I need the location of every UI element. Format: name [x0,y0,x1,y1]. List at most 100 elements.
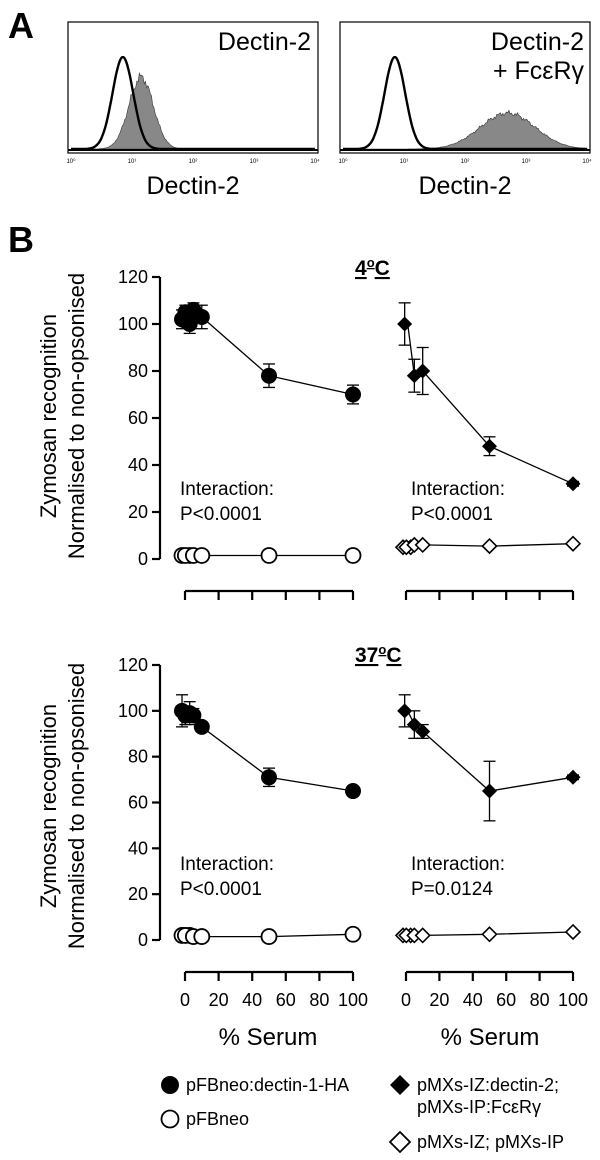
x-axis-tick-label: 0 [401,990,411,1010]
histogram-decade-tick-label: 10³ [250,159,259,165]
histogram-title-line-1: Dectin-2 [218,28,311,56]
legend-label-dectin-1: pFBneo:dectin-1-HA [186,1075,349,1095]
plot-dectin-1-4c [173,301,362,600]
y-axis-tick-label: 20 [128,884,148,904]
x-axis-tick-label: 80 [530,990,550,1010]
y-axis-title-line-2-bottom: Normalised to non-opsonised [64,663,89,949]
series-line [407,323,574,485]
x-tick-labels: 0 20 40 60 80 100 0 20 40 60 80 100 [180,990,588,1010]
legend-open-diamond-marker [388,1130,412,1154]
panel-b-letter: B [8,219,34,260]
data-point-filled-diamond [482,438,497,454]
data-point-open-circle [344,547,362,564]
legend-label-pfbneo: pFBneo [186,1109,249,1129]
y-axis-tick-label: 0 [138,549,148,569]
x-axis-tick-label: 60 [496,990,516,1010]
histogram-title-line-1: Dectin-2 [491,28,584,56]
data-point-open-diamond [414,536,431,554]
y-axis-tick-label: 120 [118,267,148,287]
data-point-filled-diamond [397,316,413,332]
y-axis-tick-label: 40 [128,838,148,858]
temperature-label-4c: 4oC [355,255,390,280]
interaction-label-top-right: Interaction: [411,479,505,500]
x-axis-tick-label: 60 [276,990,296,1010]
x-axis-tick-label: 100 [338,990,368,1010]
histogram-frame [339,21,591,154]
y-axis-title-line-1-top: Zymosan recognition [36,314,61,518]
legend: pFBneo:dectin-1-HA pFBneo pMXs-IZ:dectin… [160,1075,564,1154]
plot-dectin-2-4c [394,302,582,600]
y-axis-title-line-1-bottom: Zymosan recognition [36,704,61,908]
data-point-open-circle [193,547,211,564]
x-axis-tick-label: 0 [180,990,190,1010]
histogram-decade-tick-label: 10⁴ [310,158,320,165]
x-axis-tick-label: 40 [463,990,483,1010]
y-axis-tick-label: 120 [118,655,148,675]
y-axis-tick-label: 100 [118,314,148,334]
data-point-open-circle [260,928,278,945]
degree-sign: o [367,255,375,270]
interaction-p-top-left: P<0.0001 [180,504,262,525]
data-point-open-diamond [481,926,498,943]
data-point-filled-circle [345,386,361,403]
legend-label-dectin-2-line-1: pMXs-IZ:dectin-2; [417,1075,559,1095]
y-axis-tick-label: 0 [138,930,148,950]
data-point-filled-diamond [415,723,431,739]
y-axis-title-line-2-top: Normalised to non-opsonised [64,273,89,559]
x-axis-title-right: % Serum [441,1024,540,1051]
data-point-open-diamond [481,537,498,555]
interaction-p-bottom-right: P=0.0124 [411,879,493,900]
interaction-label-bottom-left: Interaction: [180,854,274,875]
data-point-filled-diamond [415,363,431,379]
series-line [407,710,574,792]
temperature-unit: C [375,257,390,280]
temperature-label-37c: 37oC [355,642,401,667]
temperature-label-main: 4 [355,257,367,280]
histogram-xaxis-label: Dectin-2 [146,172,239,200]
histogram-dectin-2: 10⁰ 10¹ 10² 10³ 10⁴ Dectin-2 Dectin-2 [66,21,320,200]
x-axis-tick-label: 80 [309,990,329,1010]
histogram-frame [67,21,319,154]
y-axes: 0 20 40 60 80 100 120 0 20 40 60 80 100 120 [118,267,162,950]
histogram-decade-ticks: 10⁰ 10¹ 10² 10³ 10⁴ [338,149,592,165]
data-point-filled-circle [345,783,361,800]
histogram-dectin-2-fcergamma: 10⁰ 10¹ 10² 10³ 10⁴ Dectin-2 + FcεRγ Dectin-… [338,21,592,200]
histogram-decade-tick-label: 10⁴ [582,158,592,165]
data-point-filled-circle [261,769,277,786]
legend-open-circle-marker [160,1109,180,1129]
data-point-filled-circle [261,367,277,384]
data-point-open-diamond [564,923,582,941]
histogram-decade-tick-label: 10³ [522,159,531,165]
x-axis-title-left: % Serum [219,1024,318,1051]
y-axis-tick-label: 40 [128,455,148,475]
data-point-filled-circle [193,308,210,325]
histogram-decade-tick-label: 10¹ [400,159,409,165]
interaction-p-top-right: P<0.0001 [411,504,493,525]
legend-filled-diamond-marker [390,1075,410,1095]
y-axis-tick-label: 100 [118,701,148,721]
legend-label-empty-vectors: pMXs-IZ; pMXs-IP [417,1132,564,1152]
y-axis-tick-label: 60 [128,408,148,428]
histogram-decade-tick-label: 10² [189,159,198,165]
histogram-title-line-2: + FcεRγ [493,57,585,85]
y-axis-tick-label: 60 [128,793,148,813]
data-point-filled-diamond [565,476,581,492]
data-point-filled-circle [185,707,202,724]
data-point-filled-diamond [406,717,422,733]
interaction-p-bottom-left: P<0.0001 [180,879,262,900]
histogram-xaxis-label: Dectin-2 [418,172,511,200]
y-axis-tick-label: 20 [128,502,148,522]
degree-sign: o [378,642,386,657]
data-point-open-diamond [564,535,582,552]
data-point-open-diamond [414,927,431,944]
data-point-open-circle [344,925,362,943]
x-axis-tick-label: 40 [242,990,262,1010]
interaction-label-top-left: Interaction: [180,479,274,500]
histogram-decade-ticks: 10⁰ 10¹ 10² 10³ 10⁴ [66,149,320,165]
x-axis-tick-label: 20 [429,990,449,1010]
temperature-unit: C [386,644,401,667]
histogram-decade-tick-label: 10² [461,159,470,165]
data-point-filled-diamond [482,783,497,799]
data-point-filled-circle [193,718,210,735]
